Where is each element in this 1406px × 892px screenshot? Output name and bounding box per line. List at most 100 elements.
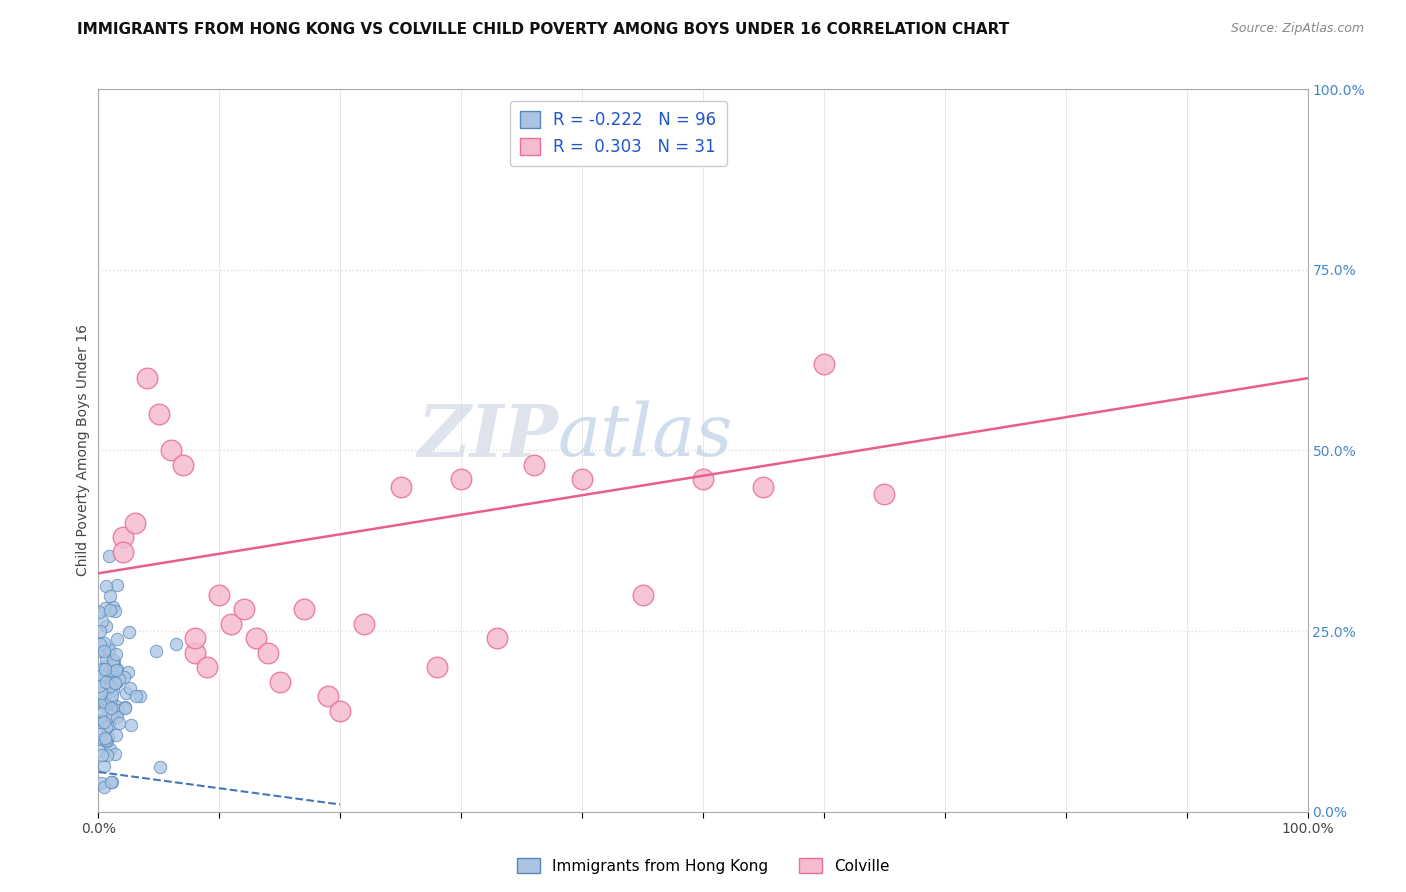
Point	[145, 644, 167, 658]
Point	[91, 731, 114, 746]
Point	[100, 688, 122, 702]
Point	[93, 600, 115, 615]
Point	[129, 689, 152, 703]
Point	[97, 663, 120, 677]
Point	[450, 472, 472, 486]
Point	[232, 602, 254, 616]
Text: IMMIGRANTS FROM HONG KONG VS COLVILLE CHILD POVERTY AMONG BOYS UNDER 16 CORRELAT: IMMIGRANTS FROM HONG KONG VS COLVILLE CH…	[77, 22, 1010, 37]
Point	[93, 780, 115, 794]
Point	[89, 744, 111, 758]
Legend: Immigrants from Hong Kong, Colville: Immigrants from Hong Kong, Colville	[510, 852, 896, 880]
Point	[94, 618, 117, 632]
Point	[96, 747, 118, 762]
Point	[89, 637, 111, 651]
Point	[100, 775, 122, 789]
Point	[104, 675, 127, 690]
Point	[93, 695, 115, 709]
Point	[101, 658, 124, 673]
Point	[221, 616, 243, 631]
Point	[96, 733, 118, 747]
Point	[104, 728, 127, 742]
Point	[117, 625, 139, 640]
Point	[96, 692, 118, 706]
Text: ZIP: ZIP	[418, 401, 558, 472]
Point	[89, 727, 111, 741]
Point	[104, 676, 127, 690]
Point	[105, 663, 128, 677]
Point	[353, 616, 375, 631]
Point	[94, 699, 117, 714]
Point	[172, 458, 194, 472]
Point	[426, 660, 449, 674]
Text: Source: ZipAtlas.com: Source: ZipAtlas.com	[1230, 22, 1364, 36]
Point	[90, 747, 112, 762]
Point	[107, 703, 129, 717]
Point	[316, 689, 339, 703]
Point	[101, 665, 124, 679]
Point	[117, 665, 139, 679]
Point	[105, 632, 128, 646]
Point	[98, 549, 121, 563]
Point	[91, 614, 114, 628]
Point	[100, 691, 122, 706]
Point	[97, 641, 120, 656]
Point	[94, 731, 117, 745]
Point	[245, 632, 267, 646]
Point	[94, 662, 117, 676]
Point	[184, 632, 207, 646]
Point	[125, 689, 148, 703]
Text: atlas: atlas	[558, 401, 734, 471]
Point	[96, 665, 118, 679]
Point	[97, 730, 120, 744]
Point	[523, 458, 546, 472]
Point	[256, 646, 278, 660]
Point	[752, 480, 775, 494]
Point	[111, 530, 134, 544]
Point	[114, 701, 136, 715]
Point	[195, 660, 218, 674]
Point	[103, 654, 125, 668]
Point	[208, 588, 231, 602]
Point	[89, 689, 111, 703]
Point	[105, 578, 128, 592]
Point	[98, 603, 121, 617]
Point	[120, 718, 142, 732]
Point	[89, 624, 111, 639]
Point	[91, 705, 114, 719]
Point	[89, 668, 111, 682]
Point	[108, 715, 131, 730]
Point	[90, 643, 112, 657]
Point	[96, 579, 118, 593]
Point	[93, 694, 115, 708]
Point	[160, 443, 183, 458]
Point	[329, 704, 352, 718]
Point	[94, 733, 117, 747]
Point	[91, 714, 114, 728]
Point	[96, 720, 118, 734]
Point	[94, 674, 117, 689]
Point	[105, 662, 128, 676]
Point	[90, 686, 112, 700]
Point	[292, 602, 315, 616]
Point	[104, 747, 127, 761]
Point	[104, 648, 127, 662]
Point	[631, 588, 654, 602]
Point	[97, 670, 120, 684]
Point	[184, 646, 207, 660]
Point	[93, 758, 115, 772]
Point	[135, 371, 157, 385]
Point	[94, 659, 117, 673]
Point	[101, 653, 124, 667]
Point	[486, 632, 509, 646]
Point	[98, 644, 121, 658]
Point	[571, 472, 593, 486]
Point	[873, 487, 896, 501]
Point	[148, 407, 170, 421]
Point	[101, 775, 124, 789]
Point	[692, 472, 714, 486]
Legend: R = -0.222   N = 96, R =  0.303   N = 31: R = -0.222 N = 96, R = 0.303 N = 31	[510, 101, 727, 166]
Point	[105, 674, 128, 689]
Point	[269, 674, 291, 689]
Point	[90, 776, 112, 790]
Y-axis label: Child Poverty Among Boys Under 16: Child Poverty Among Boys Under 16	[76, 325, 90, 576]
